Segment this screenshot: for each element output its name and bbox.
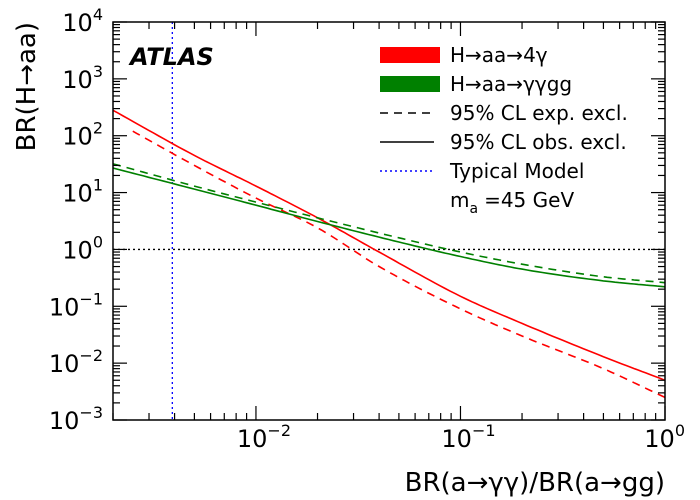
- legend-entry: 95% CL obs. excl.: [380, 130, 627, 154]
- 4gamma-expected-curve: [132, 130, 665, 399]
- legend-swatch: [380, 47, 440, 63]
- x-tick-label: 100: [644, 421, 685, 453]
- gamgam-gg-expected-curve: [113, 163, 665, 284]
- y-tick-label: 10−2: [49, 346, 103, 378]
- legend-label: H→aa→4γ: [450, 43, 548, 67]
- y-tick-label: 103: [62, 62, 103, 94]
- legend-label: H→aa→γγgg: [450, 72, 572, 96]
- legend-swatch: [380, 76, 440, 92]
- y-tick-label: 100: [62, 232, 103, 264]
- y-axis-title: BR(H→aa): [12, 22, 42, 151]
- x-tick-label: 10−1: [441, 421, 495, 453]
- y-tick-label: 102: [62, 119, 103, 151]
- gamgam-gg-observed-curve: [113, 167, 665, 288]
- y-tick-label: 101: [62, 176, 103, 208]
- legend: H→aa→4γ H→aa→γγgg 95% CL exp. excl. 95% CL …: [380, 43, 628, 217]
- legend-entry: Typical Model: [380, 159, 584, 183]
- legend-entry: ma =45 GeV: [450, 188, 574, 217]
- x-axis-title: BR(a→γγ)/BR(a→gg): [405, 468, 665, 498]
- y-tick-label: 104: [62, 5, 103, 37]
- y-tick-label: 10−1: [49, 289, 103, 321]
- legend-entry: 95% CL exp. excl.: [380, 101, 628, 125]
- legend-label: ma =45 GeV: [450, 188, 574, 217]
- legend-label: 95% CL exp. excl.: [450, 101, 628, 125]
- atlas-label: ATLAS: [128, 43, 214, 71]
- 4gamma-observed-curve: [113, 109, 665, 382]
- legend-label: Typical Model: [449, 159, 584, 183]
- plot-frame: [112, 21, 666, 421]
- y-tick-label: 10−3: [49, 403, 103, 435]
- x-tick-label: 10−2: [237, 421, 291, 453]
- legend-entry: H→aa→γγgg: [380, 72, 572, 96]
- legend-entry: H→aa→4γ: [380, 43, 548, 67]
- legend-label: 95% CL obs. excl.: [450, 130, 627, 154]
